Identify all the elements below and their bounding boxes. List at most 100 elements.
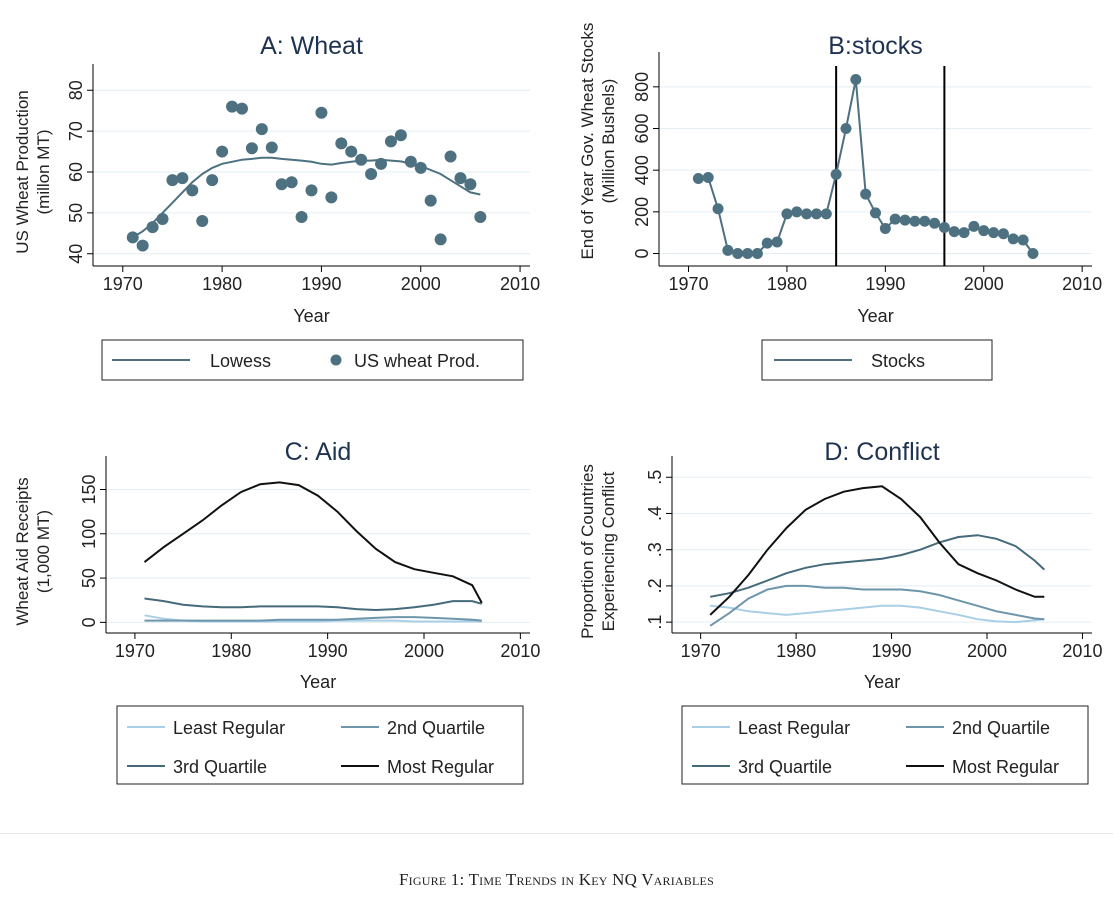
data-point bbox=[255, 123, 268, 136]
y-tick-label: 50 bbox=[79, 568, 99, 588]
legend-label: Most Regular bbox=[387, 757, 494, 777]
series-line-least-regular bbox=[710, 604, 1045, 624]
x-axis-label: Year bbox=[293, 306, 329, 326]
data-point bbox=[126, 231, 139, 244]
data-point bbox=[335, 137, 348, 150]
data-point bbox=[702, 171, 714, 183]
data-point bbox=[909, 215, 921, 227]
legend-swatch-dot bbox=[330, 354, 342, 366]
data-point bbox=[732, 248, 744, 259]
x-tick-label: 2000 bbox=[964, 274, 1004, 294]
x-tick-label: 1970 bbox=[681, 641, 721, 661]
data-point bbox=[840, 123, 852, 134]
data-point bbox=[801, 208, 813, 220]
y-tick-label: .2 bbox=[645, 578, 665, 593]
legend-label: 3rd Quartile bbox=[173, 757, 267, 777]
chart-title: D: Conflict bbox=[824, 438, 939, 466]
y-axis-label: US Wheat Production bbox=[13, 90, 32, 253]
data-point bbox=[186, 184, 199, 197]
legend-label: 2nd Quartile bbox=[387, 718, 485, 738]
data-point bbox=[968, 220, 980, 232]
chart-panel-1: A: Wheat 1970 1980 1990 2000 2010 40 50 60 70 80 Ye… bbox=[13, 32, 540, 381]
data-point bbox=[404, 155, 417, 168]
data-point bbox=[275, 178, 288, 191]
data-point bbox=[206, 174, 219, 187]
x-tick-label: 2010 bbox=[500, 274, 540, 294]
data-point bbox=[176, 172, 189, 185]
data-point bbox=[860, 188, 872, 200]
x-tick-label: 2000 bbox=[967, 641, 1007, 661]
y-tick-label: 150 bbox=[79, 474, 99, 504]
data-point bbox=[424, 194, 437, 207]
y-tick-label: 70 bbox=[66, 121, 86, 141]
data-point bbox=[742, 248, 754, 259]
data-point bbox=[136, 239, 149, 252]
data-point bbox=[879, 223, 891, 234]
x-tick-label: 1970 bbox=[115, 641, 155, 661]
y-tick-label: 0 bbox=[79, 617, 99, 627]
series-line-3rd-quartile bbox=[710, 534, 1045, 598]
y-axis-label-line2: (1,000 MT) bbox=[34, 510, 53, 593]
legend-box bbox=[681, 705, 1089, 785]
y-axis-label-line2: (Million Bushels) bbox=[599, 79, 618, 204]
x-tick-label: 1980 bbox=[776, 641, 816, 661]
data-point bbox=[345, 145, 358, 158]
data-point bbox=[474, 210, 487, 223]
y-axis-label-line2: Experiencing Conflict bbox=[599, 471, 618, 631]
chart-panel-3: C: Aid 1970 1980 1990 2000 2010 0 50 100 150 Year W… bbox=[13, 438, 540, 785]
legend-label: US wheat Prod. bbox=[354, 351, 480, 371]
data-point bbox=[235, 102, 248, 115]
data-point bbox=[712, 203, 724, 215]
series-line-2nd-quartile bbox=[144, 616, 482, 622]
data-point bbox=[820, 208, 832, 220]
legend-box bbox=[101, 339, 524, 381]
data-point bbox=[889, 213, 901, 225]
separator-line bbox=[0, 833, 1113, 834]
data-point bbox=[870, 207, 881, 219]
data-point bbox=[394, 129, 407, 142]
chart-panel-4: D: Conflict 1970 1980 1990 2000 2010 .1 .2 .3 .4.… bbox=[578, 438, 1102, 785]
data-point bbox=[365, 168, 378, 181]
data-point bbox=[245, 142, 258, 155]
data-point bbox=[810, 208, 822, 220]
data-point bbox=[781, 208, 793, 220]
data-point bbox=[1017, 234, 1029, 246]
x-axis-label: Year bbox=[300, 672, 336, 692]
data-point bbox=[751, 248, 763, 259]
y-axis-label: Wheat Aid Receipts bbox=[13, 477, 32, 625]
data-point bbox=[722, 244, 734, 256]
x-tick-label: 2000 bbox=[404, 641, 444, 661]
data-point bbox=[899, 214, 911, 226]
data-point bbox=[265, 141, 278, 154]
data-point bbox=[850, 74, 862, 86]
data-point bbox=[948, 226, 960, 238]
series-line-2nd-quartile bbox=[709, 584, 1045, 627]
x-tick-label: 1980 bbox=[202, 274, 242, 294]
data-point bbox=[156, 213, 169, 225]
y-tick-label: 0 bbox=[632, 248, 652, 258]
y-axis-label-line2: (millon MT) bbox=[34, 130, 53, 215]
legend-label: Lowess bbox=[210, 351, 271, 371]
x-tick-label: 1980 bbox=[211, 641, 251, 661]
x-axis-label: Year bbox=[857, 306, 893, 326]
data-point bbox=[997, 228, 1009, 240]
data-point bbox=[226, 100, 239, 113]
x-tick-label: 1980 bbox=[767, 274, 807, 294]
legend-box bbox=[116, 705, 524, 785]
data-point bbox=[771, 236, 783, 248]
data-point bbox=[988, 227, 1000, 239]
y-axis-label: End of Year Gov. Wheat Stocks bbox=[578, 23, 597, 260]
y-tick-label: 50 bbox=[66, 203, 86, 223]
x-tick-label: 1990 bbox=[301, 274, 341, 294]
data-point bbox=[444, 150, 457, 163]
data-point bbox=[285, 176, 298, 189]
data-point bbox=[414, 161, 427, 174]
legend-label: Least Regular bbox=[173, 718, 285, 738]
y-tick-label: .4 bbox=[645, 506, 665, 521]
data-point bbox=[146, 221, 159, 234]
x-tick-label: 2010 bbox=[1062, 274, 1102, 294]
y-tick-label: .1 bbox=[645, 615, 665, 630]
y-tick-label: .3 bbox=[645, 542, 665, 557]
y-axis-label: Proportion of Countries bbox=[578, 464, 597, 639]
